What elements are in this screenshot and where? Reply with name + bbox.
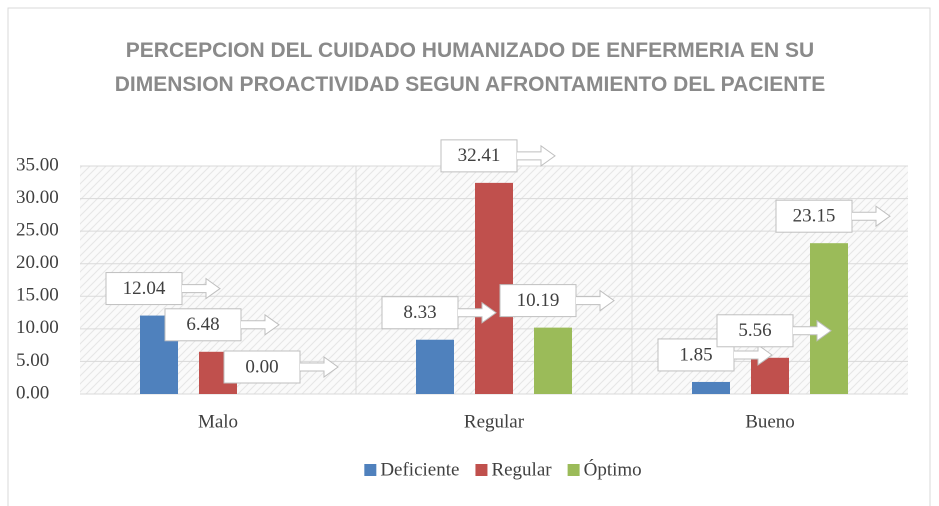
data-label-arrow: [576, 289, 615, 312]
data-label-arrow: [241, 313, 280, 336]
data-label: 8.33: [403, 302, 436, 323]
y-tick-label: 5.00: [16, 350, 49, 371]
data-label: 32.41: [458, 145, 501, 166]
data-label: 5.56: [738, 320, 771, 341]
x-tick-label: Malo: [198, 411, 238, 432]
legend-label: Óptimo: [584, 458, 642, 480]
legend-swatch: [567, 464, 580, 476]
bar: [416, 339, 454, 394]
data-label-box: [499, 284, 577, 318]
data-label-box: [381, 296, 459, 330]
chart-title: PERCEPCION DEL CUIDADO HUMANIZADO DE ENF…: [114, 39, 826, 96]
data-label-arrow: [734, 343, 773, 366]
bar: [751, 357, 789, 394]
data-label-arrow: [852, 205, 891, 228]
y-tick-label: 0.00: [16, 382, 49, 403]
data-label: 1.85: [679, 344, 712, 365]
data-label-box: [105, 272, 183, 306]
data-label-box: [164, 308, 242, 342]
y-tick-label: 10.00: [16, 317, 59, 338]
data-label: 0.00: [245, 356, 278, 377]
legend-label: Deficiente: [380, 459, 459, 480]
data-label-box: [775, 199, 853, 233]
data-label-arrow: [517, 144, 556, 167]
bar: [534, 327, 572, 394]
data-label: 12.04: [123, 278, 166, 299]
bar: [692, 381, 730, 394]
y-tick-label: 35.00: [16, 154, 59, 175]
y-tick-label: 30.00: [16, 187, 59, 208]
data-label: 10.19: [517, 290, 560, 311]
data-label-arrow: [793, 319, 832, 342]
y-tick-label: 15.00: [16, 285, 59, 306]
x-tick-label: Bueno: [745, 411, 795, 432]
data-label-box: [223, 350, 301, 384]
legend-swatch: [475, 464, 488, 476]
y-tick-label: 25.00: [16, 220, 59, 241]
data-label: 6.48: [186, 314, 219, 335]
legend-label: Regular: [491, 459, 552, 480]
data-label-box: [716, 314, 794, 348]
data-label-arrow: [300, 356, 339, 378]
data-label-arrow: [182, 277, 221, 300]
bar: [810, 243, 848, 394]
data-label: 23.15: [793, 206, 836, 227]
legend-swatch: [364, 464, 377, 476]
y-tick-label: 20.00: [16, 252, 59, 273]
x-tick-label: Regular: [464, 411, 525, 432]
data-label-arrow: [458, 301, 497, 324]
